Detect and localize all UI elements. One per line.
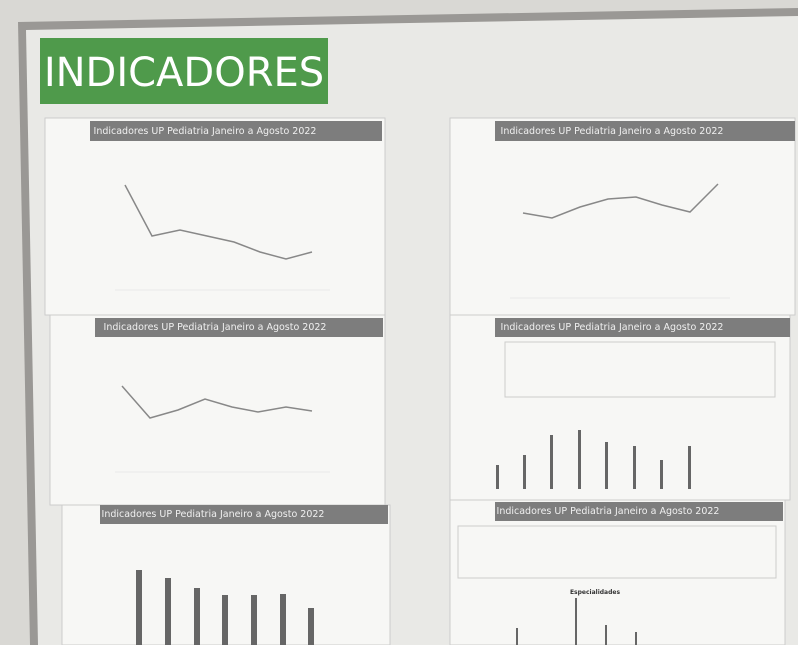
sheet-header: Indicadores UP Pediatria Janeiro a Agost… bbox=[102, 509, 325, 520]
sheet: Indicadores UP Pediatria Janeiro a Agost… bbox=[449, 499, 786, 645]
sheet: Indicadores UP Pediatria Janeiro a Agost… bbox=[44, 117, 386, 316]
sheet: Indicadores UP Pediatria Janeiro a Agost… bbox=[61, 504, 391, 645]
sheet-header: Indicadores UP Pediatria Janeiro a Agost… bbox=[104, 322, 327, 333]
sheet: Indicadores UP Pediatria Janeiro a Agost… bbox=[449, 117, 796, 316]
sheet-header: Indicadores UP Pediatria Janeiro a Agost… bbox=[497, 506, 720, 517]
sheet: Indicadores UP Pediatria Janeiro a Agost… bbox=[49, 314, 386, 506]
green-label bbox=[40, 38, 328, 104]
label-text: INDICADORES bbox=[44, 50, 324, 96]
chart-title: Especialidades bbox=[570, 589, 621, 596]
sheet-header: Indicadores UP Pediatria Janeiro a Agost… bbox=[94, 126, 317, 137]
sheet: Indicadores UP Pediatria Janeiro a Agost… bbox=[449, 314, 791, 501]
sheet-header: Indicadores UP Pediatria Janeiro a Agost… bbox=[501, 126, 724, 137]
sheet-header: Indicadores UP Pediatria Janeiro a Agost… bbox=[501, 322, 724, 333]
